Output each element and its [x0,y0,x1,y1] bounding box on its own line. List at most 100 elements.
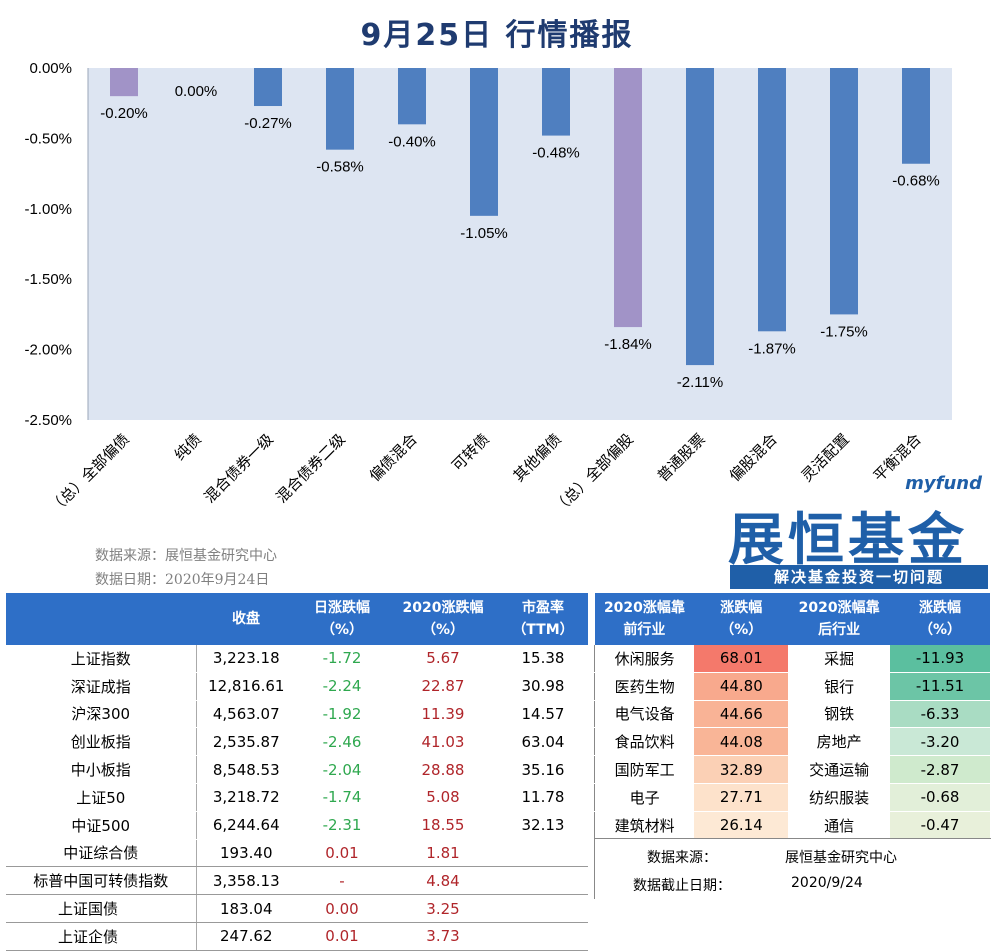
header-line: 涨跌幅 [720,600,763,616]
row-name: 中证500 [6,811,197,840]
y-tick-label: 0.00% [29,60,72,77]
row-day-change: - [296,866,388,896]
data-label: -0.58% [316,159,364,176]
bottom-industry: 纺织服装 [788,783,891,812]
table-row: 上证国债 183.04 0.00 3.25 [6,894,588,923]
header-line: 前行业 [623,622,666,638]
header-line: 2020涨跌幅 [402,600,484,616]
logo-small-text: myfund [905,473,982,494]
x-tick-label: 纯债 [171,430,205,464]
row-close: 2,535.87 [196,727,296,757]
header-pe: 市盈率 （TTM） [498,593,588,645]
row-pe [498,894,588,923]
table-row: 电气设备 44.66 钢铁 -6.33 [594,700,990,729]
header-line: （%） [320,622,364,638]
bar [542,68,570,136]
row-day-change: -1.72 [296,645,388,673]
table-row: 中小板指 8,548.53 -2.04 28.88 35.16 [6,755,588,784]
table-row: 沪深300 4,563.07 -1.92 11.39 14.57 [6,700,588,729]
header-line: 后行业 [818,622,861,638]
table-row: 中证500 6,244.64 -2.31 18.55 32.13 [6,811,588,840]
top-industry: 国防军工 [594,755,695,784]
header-name [6,593,196,645]
data-label: -1.05% [460,225,508,242]
x-tick-label: 其他偏债 [510,430,565,485]
row-pe [498,922,588,951]
bottom-change: -11.51 [890,672,990,701]
top-change: 44.66 [694,700,789,729]
top-change: 27.71 [694,783,789,812]
industry-footer: 数据来源： 展恒基金研究中心 数据截止日期： 2020/9/24 [594,838,991,899]
header-ytd: 2020涨跌幅 （%） [388,593,498,645]
row-pe: 63.04 [498,727,588,757]
bottom-change: -6.33 [890,700,990,729]
table-row: 电子 27.71 纺织服装 -0.68 [594,783,990,812]
bar [470,68,498,216]
logo-slogan: 解决基金投资一切问题 [730,565,988,589]
table-row: 休闲服务 68.01 采掘 -11.93 [594,645,990,673]
table-row: 深证成指 12,816.61 -2.24 22.87 30.98 [6,672,588,701]
date-line: 数据日期：2020年9月24日 [95,572,270,588]
row-ytd-change: 18.55 [388,811,498,840]
index-table: 收盘 日涨跌幅 （%） 2020涨跌幅 （%） 市盈率 （TTM） 上证指数 3,223… [6,593,588,951]
bar [254,68,282,107]
bottom-industry: 钢铁 [788,700,891,729]
footer-date-value: 2020/9/24 [791,875,863,891]
data-label: 0.00% [175,83,218,100]
bar [758,68,786,332]
row-pe [498,839,588,868]
top-industry: 电子 [594,783,695,812]
bar [110,68,138,97]
top-industry: 食品饮料 [594,727,695,757]
row-pe: 15.38 [498,645,588,673]
row-ytd-change: 41.03 [388,727,498,757]
row-close: 247.62 [196,922,296,951]
top-industry: 电气设备 [594,700,695,729]
row-name: 中小板指 [6,755,197,784]
row-close: 8,548.53 [196,755,296,784]
row-ytd-change: 1.81 [388,839,498,868]
table-row: 标普中国可转债指数 3,358.13-4.84 [6,866,588,896]
x-tick-label: 混合债券一级 [200,430,276,506]
bar [614,68,642,328]
row-name: 沪深300 [6,700,197,729]
row-pe: 14.57 [498,700,588,729]
data-label: -1.75% [820,323,868,340]
row-ytd-change: 28.88 [388,755,498,784]
bottom-industry: 房地产 [788,727,891,757]
industry-table-header: 2020涨幅靠 前行业 涨跌幅 （%） 2020涨幅靠 后行业 涨跌幅 （%） [594,593,990,645]
data-label: -0.40% [388,133,436,150]
bottom-change: -0.68 [890,783,990,812]
row-close: 6,244.64 [196,811,296,840]
row-day-change: 0.01 [296,839,388,868]
bottom-change: -11.93 [890,645,990,673]
header-bottom-change: 涨跌幅 （%） [890,593,990,645]
bottom-industry: 采掘 [788,645,891,673]
header-close: 收盘 [196,593,296,645]
top-change: 26.14 [694,811,789,840]
row-name: 上证企债 [6,922,197,951]
bottom-industry: 通信 [788,811,891,840]
data-label: -0.68% [892,173,940,190]
bar-chart: 0.00% -0.50% -1.00% -1.50% -2.00% -2.50% -0.20… [24,60,952,517]
y-tick-label: -1.00% [24,201,72,218]
plot-area [88,68,952,420]
header-top-change: 涨跌幅 （%） [694,593,789,645]
table-row: 上证50 3,218.72 -1.74 5.08 11.78 [6,783,588,812]
top-industry: 建筑材料 [594,811,695,840]
y-tick-label: -2.00% [24,342,72,359]
header-day: 日涨跌幅 （%） [296,593,388,645]
header-line: （%） [720,622,763,638]
top-change: 32.89 [694,755,789,784]
row-name: 标普中国可转债指数 [6,866,197,896]
row-name: 中证综合债 [6,839,197,868]
bar [686,68,714,366]
x-tick-label: 可转债 [448,430,493,475]
row-close: 3,218.72 [196,783,296,812]
y-tick-label: -2.50% [24,412,72,429]
data-label: -0.27% [244,115,292,132]
header-line: 2020涨幅靠 [603,600,685,616]
header-top-industry: 2020涨幅靠 前行业 [594,593,695,645]
logo: myfund 展恒基金 解决基金投资一切问题 [718,473,990,591]
row-day-change: -2.31 [296,811,388,840]
